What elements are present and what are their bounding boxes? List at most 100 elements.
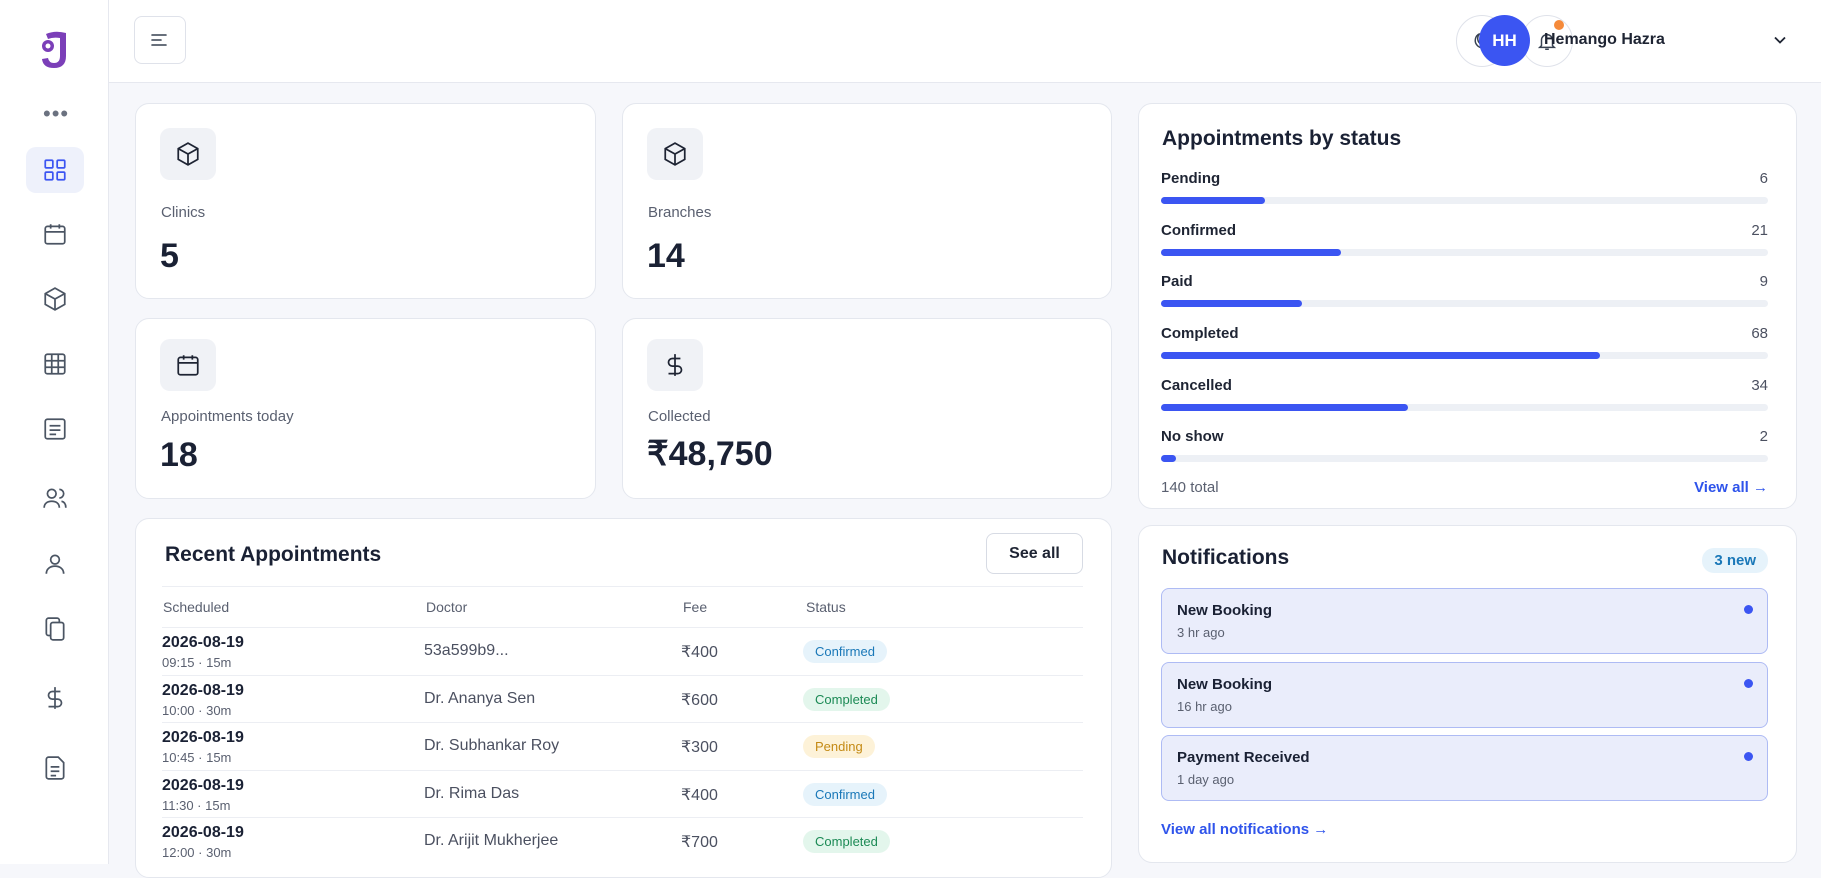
status-badge: Completed (803, 687, 890, 711)
fee: ₹300 (681, 739, 718, 756)
status-count: 9 (1759, 273, 1768, 290)
sidebar-item-list[interactable] (26, 406, 84, 452)
stat-value: ₹48,750 (647, 435, 773, 473)
panel-title: Notifications (1162, 546, 1290, 569)
notification-item[interactable]: Payment Received 1 day ago (1161, 735, 1768, 801)
sidebar-item-profile[interactable] (26, 541, 84, 587)
status-count: 34 (1751, 377, 1768, 394)
sidebar-item-payments[interactable] (26, 675, 84, 721)
scheduled-time: 09:15 · 15m (162, 655, 232, 670)
more-dots-icon[interactable]: ••• (43, 101, 70, 126)
sidebar-item-copy[interactable] (26, 606, 84, 652)
notification-time: 1 day ago (1177, 772, 1235, 787)
status-count: 21 (1751, 222, 1768, 239)
stat-card-collected: Collected ₹48,750 (622, 318, 1112, 499)
sidebar: ••• (0, 0, 109, 864)
see-all-button[interactable]: See all (986, 533, 1083, 574)
column-header-status: Status (806, 599, 846, 615)
scheduled-date: 2026-08-19 (162, 776, 244, 794)
list-icon (44, 418, 66, 440)
notification-time: 3 hr ago (1177, 625, 1225, 640)
view-all-notifications-link[interactable]: View all notifications → (1161, 821, 1329, 838)
status-name: No show (1161, 428, 1224, 445)
status-row: Confirmed 21 (1161, 222, 1768, 262)
copy-icon (45, 617, 65, 641)
stat-value: 5 (160, 237, 179, 275)
users-icon (43, 488, 67, 508)
status-row: Cancelled 34 (1161, 377, 1768, 417)
scheduled-time: 11:30 · 15m (162, 797, 231, 813)
unread-dot-icon (1744, 605, 1753, 614)
doctor-name: Dr. Subhankar Roy (424, 737, 560, 754)
sidebar-item-table[interactable] (26, 341, 84, 387)
table-row[interactable]: 2026-08-19 11:30 · 15m Dr. Rima Das ₹400 Con… (162, 769, 1083, 817)
view-all-link[interactable]: View all → (1694, 479, 1768, 496)
notification-title: New Booking (1177, 676, 1273, 693)
status-count: 68 (1751, 325, 1768, 342)
status-count: 2 (1759, 428, 1768, 445)
status-name: Pending (1161, 170, 1221, 187)
user-name[interactable]: Hemango Hazra (1544, 31, 1665, 48)
status-row: No show 2 (1161, 428, 1768, 468)
notification-time: 16 hr ago (1177, 699, 1232, 714)
menu-icon (151, 34, 167, 46)
dollar-icon (647, 339, 703, 391)
fee: ₹600 (681, 691, 718, 709)
brand-logo[interactable] (36, 28, 74, 72)
sidebar-item-users[interactable] (26, 475, 84, 521)
sidebar-item-documents[interactable] (26, 745, 84, 791)
chevron-down-icon[interactable] (1773, 33, 1787, 47)
status-name: Cancelled (1161, 377, 1232, 394)
stat-card-clinics: Clinics 5 (135, 103, 596, 299)
unread-dot-icon (1744, 679, 1753, 688)
scheduled-date: 2026-08-19 (162, 729, 244, 746)
doctor-name: Dr. Rima Das (424, 784, 520, 802)
scheduled-date: 2026-08-19 (162, 824, 244, 841)
progress-bar-fill (1161, 249, 1342, 256)
menu-toggle-button[interactable] (134, 16, 186, 64)
progress-bar (1161, 455, 1768, 462)
user-icon (45, 554, 65, 574)
sidebar-item-calendar[interactable] (26, 211, 84, 257)
notification-item[interactable]: New Booking 16 hr ago (1161, 662, 1768, 728)
box-icon (647, 128, 703, 180)
new-count-badge: 3 new (1702, 548, 1768, 573)
table-row[interactable]: 2026-08-19 10:00 · 30m Dr. Ananya Sen ₹600 C… (162, 674, 1083, 722)
table-row[interactable]: 2026-08-19 09:15 · 15m 53a599b9... ₹400 Conf… (162, 627, 1083, 674)
notification-title: New Booking (1177, 602, 1273, 619)
divider (162, 586, 1083, 587)
progress-bar-fill (1161, 197, 1266, 204)
stat-card-appointments-today: Appointments today 18 (135, 318, 596, 499)
avatar[interactable]: HH (1479, 15, 1530, 66)
scheduled-date: 2026-08-19 (162, 681, 244, 699)
progress-bar-fill (1161, 404, 1409, 411)
progress-bar (1161, 404, 1768, 411)
status-total: 140 total (1161, 479, 1219, 496)
panel-title: Recent Appointments (165, 543, 382, 566)
column-header-doctor: Doctor (426, 599, 468, 615)
status-badge: Completed (803, 830, 890, 853)
sidebar-item-dashboard[interactable] (26, 147, 84, 193)
document-icon (45, 756, 65, 780)
scheduled-time: 10:00 · 30m (162, 702, 232, 718)
stat-label: Branches (648, 204, 712, 221)
stat-label: Appointments today (161, 408, 294, 425)
stat-card-branches: Branches 14 (622, 103, 1112, 299)
table-row[interactable]: 2026-08-19 12:00 · 30m Dr. Arijit Mukherje… (162, 817, 1083, 864)
doctor-name: 53a599b9... (424, 642, 509, 659)
status-row: Pending 6 (1161, 170, 1768, 210)
scheduled-time: 10:45 · 15m (162, 750, 232, 765)
box-icon (44, 287, 66, 311)
sidebar-item-box[interactable] (26, 276, 84, 322)
status-badge: Confirmed (803, 640, 887, 663)
status-name: Paid (1161, 273, 1193, 290)
notification-item[interactable]: New Booking 3 hr ago (1161, 588, 1768, 654)
stat-label: Collected (648, 408, 711, 425)
status-badge: Pending (803, 735, 875, 758)
notification-indicator (1554, 20, 1564, 30)
calendar-icon (44, 224, 66, 245)
table-row[interactable]: 2026-08-19 10:45 · 15m Dr. Subhankar Roy ₹3… (162, 722, 1083, 769)
fee: ₹400 (681, 786, 718, 804)
status-name: Completed (1161, 325, 1239, 342)
scheduled-time: 12:00 · 30m (162, 845, 232, 860)
